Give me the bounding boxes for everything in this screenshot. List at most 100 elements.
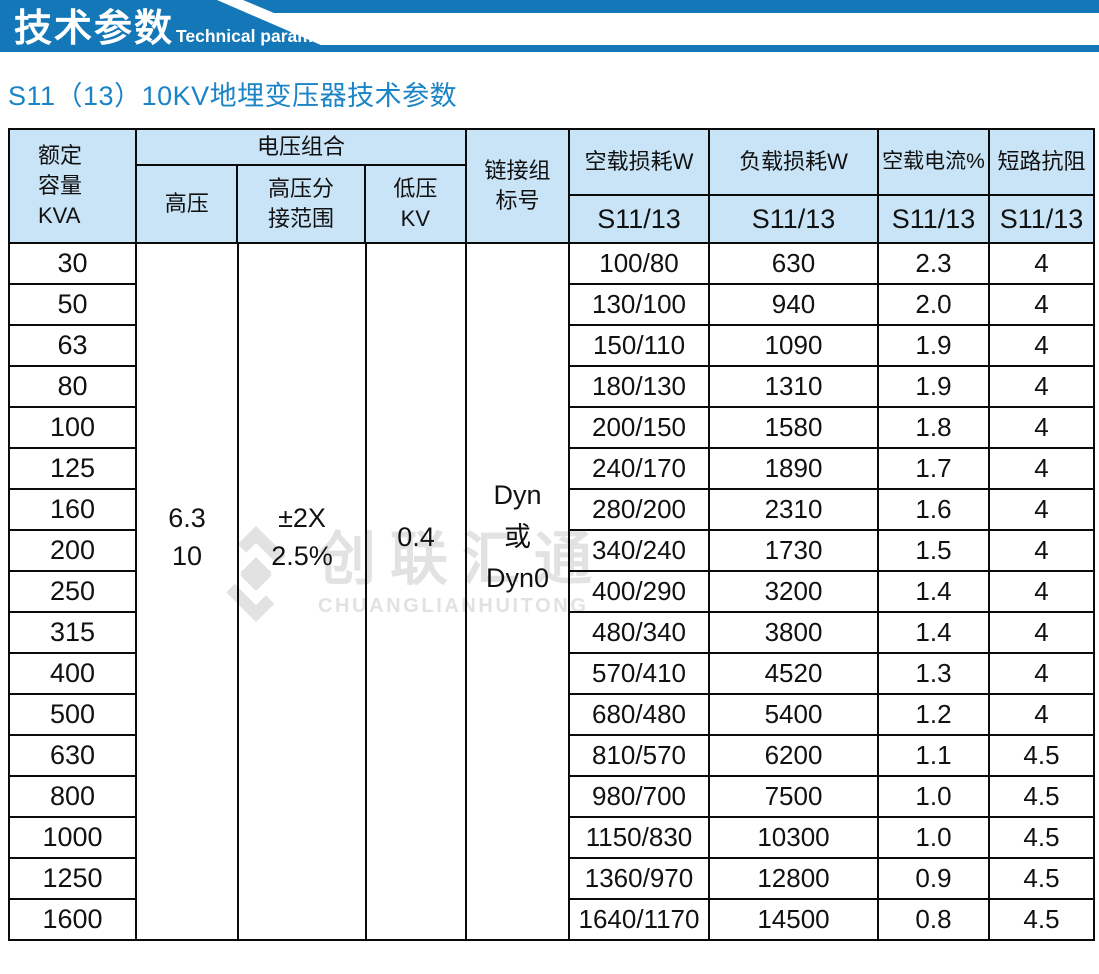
table-cell-kva: 800 — [10, 777, 137, 818]
table-cell-load_loss: 12800 — [710, 859, 879, 900]
table-cell-load_loss: 2310 — [710, 490, 879, 531]
header-lv: 低压 KV — [393, 176, 438, 231]
merged-cell-hv: 6.3 10 — [137, 244, 239, 941]
table-cell-no_load_current: 1.5 — [879, 531, 990, 572]
table-cell-load_loss: 3200 — [710, 572, 879, 613]
table-cell-impedance: 4 — [990, 244, 1095, 285]
table-cell-impedance: 4 — [990, 367, 1095, 408]
table-cell-impedance: 4 — [990, 531, 1095, 572]
header-load-loss: 负载损耗W S11/13 — [710, 130, 879, 244]
table-cell-kva: 125 — [10, 449, 137, 490]
table-cell-kva: 630 — [10, 736, 137, 777]
table-cell-no_load_loss: 680/480 — [570, 695, 710, 736]
table-cell-kva: 315 — [10, 613, 137, 654]
header-impedance: 短路抗阻 S11/13 — [990, 130, 1095, 244]
watermark-text-cn: 创联汇通 — [318, 526, 607, 592]
table-cell-kva: 160 — [10, 490, 137, 531]
table-cell-no_load_loss: 480/340 — [570, 613, 710, 654]
table-cell-no_load_loss: 1640/1170 — [570, 900, 710, 941]
table-cell-no_load_loss: 340/240 — [570, 531, 710, 572]
header-impedance-model: S11/13 — [999, 203, 1084, 234]
table-cell-load_loss: 4520 — [710, 654, 879, 695]
header-no-load-current-model: S11/13 — [891, 203, 976, 234]
header-load-loss-label: 负载损耗W — [710, 130, 877, 196]
table-cell-impedance: 4.5 — [990, 736, 1095, 777]
table-cell-no_load_current: 2.3 — [879, 244, 990, 285]
header-no-load-loss: 空载损耗W S11/13 — [570, 130, 710, 244]
table-cell-no_load_current: 0.8 — [879, 900, 990, 941]
table-cell-kva: 63 — [10, 326, 137, 367]
table-cell-load_loss: 630 — [710, 244, 879, 285]
table-cell-no_load_current: 1.1 — [879, 736, 990, 777]
table-cell-load_loss: 10300 — [710, 818, 879, 859]
table-cell-load_loss: 1730 — [710, 531, 879, 572]
table-cell-no_load_current: 1.9 — [879, 367, 990, 408]
table-cell-no_load_current: 0.9 — [879, 859, 990, 900]
header-voltage-group-label: 电压组合 — [137, 130, 465, 166]
table-cell-load_loss: 1580 — [710, 408, 879, 449]
table-cell-impedance: 4 — [990, 285, 1095, 326]
table-cell-kva: 100 — [10, 408, 137, 449]
header-load-loss-model: S11/13 — [751, 203, 836, 234]
section-title: S11（13）10KV地埋变压器技术参数 — [8, 81, 458, 111]
table-cell-no_load_loss: 150/110 — [570, 326, 710, 367]
table-cell-no_load_loss: 570/410 — [570, 654, 710, 695]
watermark: 创联汇通 CHUANGLIANHUITONG — [208, 526, 606, 622]
table-cell-no_load_loss: 810/570 — [570, 736, 710, 777]
table-cell-impedance: 4.5 — [990, 859, 1095, 900]
table-cell-no_load_loss: 180/130 — [570, 367, 710, 408]
table-cell-no_load_current: 1.2 — [879, 695, 990, 736]
table-cell-no_load_current: 1.4 — [879, 572, 990, 613]
header-hv-tap-range: 高压分 接范围 — [238, 166, 366, 242]
table-cell-no_load_loss: 1150/830 — [570, 818, 710, 859]
table-cell-load_loss: 5400 — [710, 695, 879, 736]
merged-cell-hv-tap: ±2X 2.5% — [239, 244, 367, 941]
banner-ribbon-shape: 技术参数 Technical parameter — [0, 0, 1099, 52]
table-cell-impedance: 4.5 — [990, 900, 1095, 941]
table-cell-load_loss: 940 — [710, 285, 879, 326]
header-hv: 高压 — [137, 166, 239, 242]
table-cell-load_loss: 14500 — [710, 900, 879, 941]
table-cell-no_load_current: 1.7 — [879, 449, 990, 490]
table-cell-impedance: 4.5 — [990, 818, 1095, 859]
table-cell-impedance: 4 — [990, 490, 1095, 531]
table-cell-kva: 80 — [10, 367, 137, 408]
table-cell-kva: 1600 — [10, 900, 137, 941]
header-vector-group: 链接组 标号 — [467, 130, 570, 244]
table-cell-kva: 200 — [10, 531, 137, 572]
table-cell-no_load_loss: 100/80 — [570, 244, 710, 285]
merged-cell-vector-group: Dyn 或 Dyn0 — [467, 244, 570, 941]
header-no-load-current-label: 空载电流% — [879, 130, 988, 196]
table-cell-impedance: 4 — [990, 572, 1095, 613]
header-impedance-label: 短路抗阻 — [990, 130, 1093, 196]
table-cell-kva: 250 — [10, 572, 137, 613]
table-cell-no_load_loss: 280/200 — [570, 490, 710, 531]
table-cell-impedance: 4 — [990, 449, 1095, 490]
table-cell-impedance: 4 — [990, 654, 1095, 695]
header-no-load-current: 空载电流% S11/13 — [879, 130, 990, 244]
parameters-grid: 额定 容量 KVA 电压组合 高压 高压分 接范围 低压 KV 链接组 标号 空… — [8, 128, 1095, 941]
table-cell-load_loss: 1310 — [710, 367, 879, 408]
parameters-table: 创联汇通 CHUANGLIANHUITONG 额定 容量 KVA 电压组合 高压… — [8, 128, 1095, 941]
header-no-load-loss-model: S11/13 — [597, 203, 681, 234]
table-cell-impedance: 4 — [990, 613, 1095, 654]
table-cell-no_load_loss: 200/150 — [570, 408, 710, 449]
header-no-load-loss-label: 空载损耗W — [570, 130, 708, 196]
header-rated-capacity: 额定 容量 KVA — [10, 130, 137, 244]
header-voltage-group: 电压组合 高压 高压分 接范围 低压 KV — [137, 130, 467, 244]
table-cell-load_loss: 1890 — [710, 449, 879, 490]
banner-subtitle-en: Technical parameter — [176, 26, 345, 46]
table-cell-no_load_loss: 130/100 — [570, 285, 710, 326]
table-cell-load_loss: 7500 — [710, 777, 879, 818]
table-cell-impedance: 4 — [990, 326, 1095, 367]
table-cell-load_loss: 3800 — [710, 613, 879, 654]
table-cell-impedance: 4 — [990, 408, 1095, 449]
table-cell-no_load_current: 1.0 — [879, 777, 990, 818]
table-cell-kva: 50 — [10, 285, 137, 326]
table-cell-impedance: 4.5 — [990, 777, 1095, 818]
table-cell-kva: 400 — [10, 654, 137, 695]
table-cell-no_load_loss: 980/700 — [570, 777, 710, 818]
table-cell-kva: 1000 — [10, 818, 137, 859]
table-cell-kva: 30 — [10, 244, 137, 285]
table-cell-impedance: 4 — [990, 695, 1095, 736]
